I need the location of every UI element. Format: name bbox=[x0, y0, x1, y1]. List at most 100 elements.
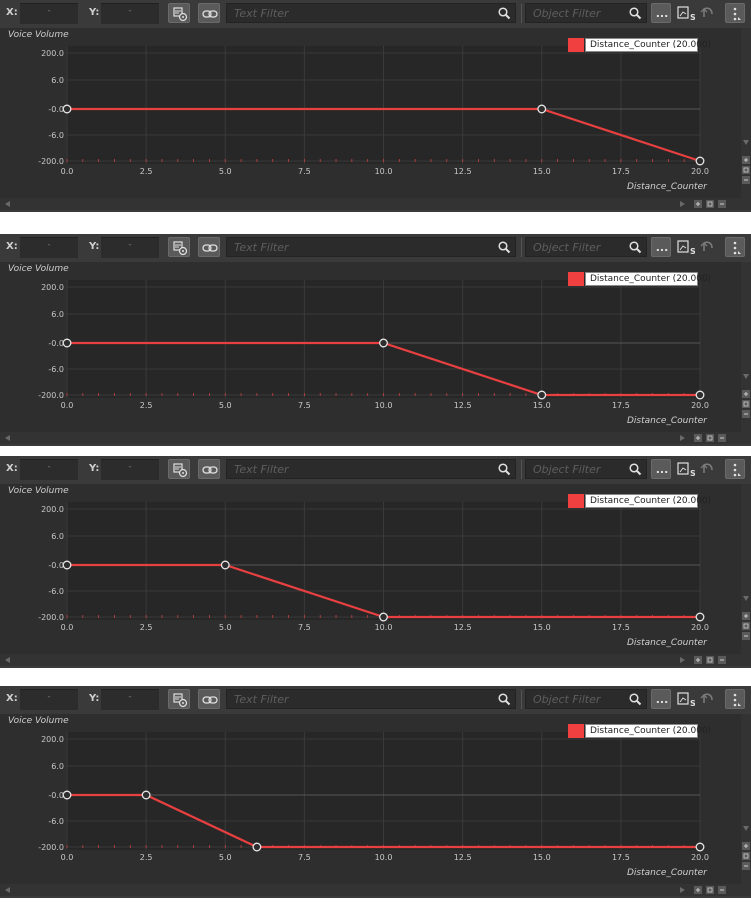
curve-keypoint[interactable] bbox=[695, 390, 705, 400]
y-coordinate-field[interactable]: - bbox=[101, 3, 159, 24]
curve-graph[interactable]: 200.0 6.0 -0.0 -6.0 -200.0 0.0 2.5 5.0 7.5 10.0 12… bbox=[0, 262, 741, 432]
curve-graph-canvas[interactable]: 200.0 6.0 -0.0 -6.0 -200.00.0 2.5 5.0 7.5 10.0 12… bbox=[0, 262, 741, 432]
x-tick-label: 20.0 bbox=[691, 401, 709, 410]
x-tick-label: 10.0 bbox=[375, 167, 393, 176]
curve-keypoint[interactable] bbox=[695, 612, 705, 622]
curve-select-button[interactable]: S bbox=[675, 459, 696, 479]
curve-graph-canvas[interactable]: 200.0 6.0 -0.0 -6.0 -200.00.0 2.5 5.0 7.5 10.0 12… bbox=[0, 484, 741, 654]
curve-keypoint[interactable] bbox=[252, 842, 262, 852]
curve-keypoint[interactable] bbox=[62, 790, 72, 800]
y-coordinate-field[interactable]: - bbox=[101, 689, 159, 710]
more-options-button[interactable]: ... bbox=[651, 689, 671, 709]
more-options-button[interactable]: ... bbox=[651, 3, 671, 23]
x-axis-title: Distance_Counter bbox=[627, 638, 707, 648]
x-coordinate-field[interactable]: - bbox=[20, 3, 78, 24]
vertical-scroll-controls bbox=[742, 596, 750, 640]
undo-button[interactable] bbox=[698, 3, 718, 23]
y-coordinate-field[interactable]: - bbox=[101, 237, 159, 258]
curve-keypoint[interactable] bbox=[537, 104, 547, 114]
x-coordinate-field[interactable]: - bbox=[20, 237, 78, 258]
undo-icon bbox=[700, 241, 713, 251]
x-coordinate-field[interactable]: - bbox=[20, 689, 78, 710]
horizontal-scrollbar[interactable] bbox=[0, 884, 751, 896]
link-button[interactable] bbox=[198, 459, 220, 479]
curve-keypoint[interactable] bbox=[62, 560, 72, 570]
x-tick-label: 2.5 bbox=[140, 167, 153, 176]
curve-select-button[interactable]: S bbox=[675, 3, 696, 23]
link-button[interactable] bbox=[198, 237, 220, 257]
x-tick-label: 17.5 bbox=[612, 167, 630, 176]
more-options-button[interactable]: ... bbox=[651, 237, 671, 257]
curve-graph[interactable]: 200.0 6.0 -0.0 -6.0 -200.0 0.0 2.5 5.0 7.5 10.0 12… bbox=[0, 484, 741, 654]
panel-menu-button[interactable] bbox=[725, 237, 745, 257]
vertical-scrollbar[interactable] bbox=[741, 262, 751, 432]
curve-graph-canvas[interactable]: 200.0 6.0 -0.0 -6.0 -200.00.0 2.5 5.0 7.5 10.0 12… bbox=[0, 28, 741, 198]
x-label: X: bbox=[6, 7, 18, 18]
curve-keypoint[interactable] bbox=[141, 790, 151, 800]
curve-graph[interactable]: 200.0 6.0 -0.0 -6.0 -200.0 0.0 2.5 5.0 7.5 10.0 12… bbox=[0, 714, 741, 884]
curve-keypoint[interactable] bbox=[220, 560, 230, 570]
link-button[interactable] bbox=[198, 3, 220, 23]
x-tick-label: 2.5 bbox=[140, 623, 153, 632]
curve-keypoint[interactable] bbox=[379, 338, 388, 348]
panel-menu-button[interactable] bbox=[725, 459, 745, 479]
legend-label: Distance_Counter (20.000) bbox=[590, 40, 712, 50]
curve-settings-button[interactable] bbox=[168, 459, 190, 479]
x-tick-label: 5.0 bbox=[219, 401, 232, 410]
search-icon bbox=[498, 463, 511, 476]
y-tick-label: 200.0 bbox=[41, 505, 64, 514]
curve-toolbar: X: - Y: - Text Filter bbox=[0, 686, 751, 714]
legend-swatch bbox=[568, 494, 584, 508]
x-coordinate-field[interactable]: - bbox=[20, 459, 78, 480]
object-filter-input[interactable]: Object Filter bbox=[525, 459, 647, 479]
text-filter-input[interactable]: Text Filter bbox=[226, 689, 516, 709]
curve-keypoint[interactable] bbox=[695, 842, 705, 852]
object-filter-input[interactable]: Object Filter bbox=[525, 3, 647, 23]
object-filter-input[interactable]: Object Filter bbox=[525, 689, 647, 709]
text-filter-input[interactable]: Text Filter bbox=[226, 459, 516, 479]
curve-graph[interactable]: 200.0 6.0 -0.0 -6.0 -200.0 0.0 2.5 5.0 7.5 10.0 12… bbox=[0, 28, 741, 198]
y-tick-label: -0.0 bbox=[48, 791, 64, 800]
x-tick-label: 5.0 bbox=[219, 167, 232, 176]
vertical-scrollbar[interactable] bbox=[741, 484, 751, 654]
y-tick-label: -6.0 bbox=[48, 817, 64, 826]
curve-keypoint[interactable] bbox=[62, 338, 72, 348]
x-tick-label: 12.5 bbox=[454, 167, 472, 176]
more-options-button[interactable]: ... bbox=[651, 459, 671, 479]
curve-keypoint[interactable] bbox=[62, 104, 72, 114]
vertical-scrollbar[interactable] bbox=[741, 714, 751, 884]
curve-settings-button[interactable] bbox=[168, 3, 190, 23]
vertical-scroll-controls bbox=[742, 826, 750, 870]
x-tick-label: 17.5 bbox=[612, 623, 630, 632]
undo-button[interactable] bbox=[698, 689, 718, 709]
curve-settings-button[interactable] bbox=[168, 237, 190, 257]
horizontal-scrollbar[interactable] bbox=[0, 198, 751, 210]
vertical-scrollbar[interactable] bbox=[741, 28, 751, 198]
link-button[interactable] bbox=[198, 689, 220, 709]
panel-menu-button[interactable] bbox=[725, 689, 745, 709]
undo-button[interactable] bbox=[698, 459, 718, 479]
curve-keypoint[interactable] bbox=[379, 612, 388, 622]
search-icon bbox=[629, 693, 642, 706]
text-filter-input[interactable]: Text Filter bbox=[226, 3, 516, 23]
curve-keypoint[interactable] bbox=[537, 390, 547, 400]
object-filter-input[interactable]: Object Filter bbox=[525, 237, 647, 257]
curve-settings-icon bbox=[173, 693, 188, 708]
y-coordinate-field[interactable]: - bbox=[101, 459, 159, 480]
horizontal-scrollbar[interactable] bbox=[0, 654, 751, 666]
search-icon bbox=[498, 693, 511, 706]
panel-menu-button[interactable] bbox=[725, 3, 745, 23]
undo-button[interactable] bbox=[698, 237, 718, 257]
curve-select-button[interactable]: S bbox=[675, 237, 696, 257]
curve-keypoint[interactable] bbox=[695, 156, 705, 166]
curve-graph-canvas[interactable]: 200.0 6.0 -0.0 -6.0 -200.00.0 2.5 5.0 7.5 10.0 12… bbox=[0, 714, 741, 884]
horizontal-scrollbar[interactable] bbox=[0, 432, 751, 444]
curve-editor-panel-2: X: - Y: - Text Filter bbox=[0, 234, 751, 446]
search-icon bbox=[629, 241, 642, 254]
curve-settings-button[interactable] bbox=[168, 689, 190, 709]
vertical-dots-icon bbox=[733, 463, 741, 477]
fit-icon bbox=[742, 400, 750, 408]
text-filter-input[interactable]: Text Filter bbox=[226, 237, 516, 257]
vertical-scroll-controls bbox=[742, 374, 750, 418]
curve-select-button[interactable]: S bbox=[675, 689, 696, 709]
